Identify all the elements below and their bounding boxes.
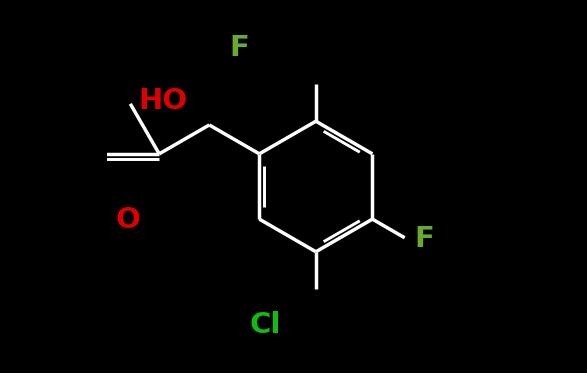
Text: Cl: Cl (250, 310, 281, 339)
Text: F: F (415, 225, 434, 253)
Text: F: F (230, 34, 249, 63)
Text: HO: HO (138, 87, 187, 115)
Text: O: O (115, 206, 140, 234)
